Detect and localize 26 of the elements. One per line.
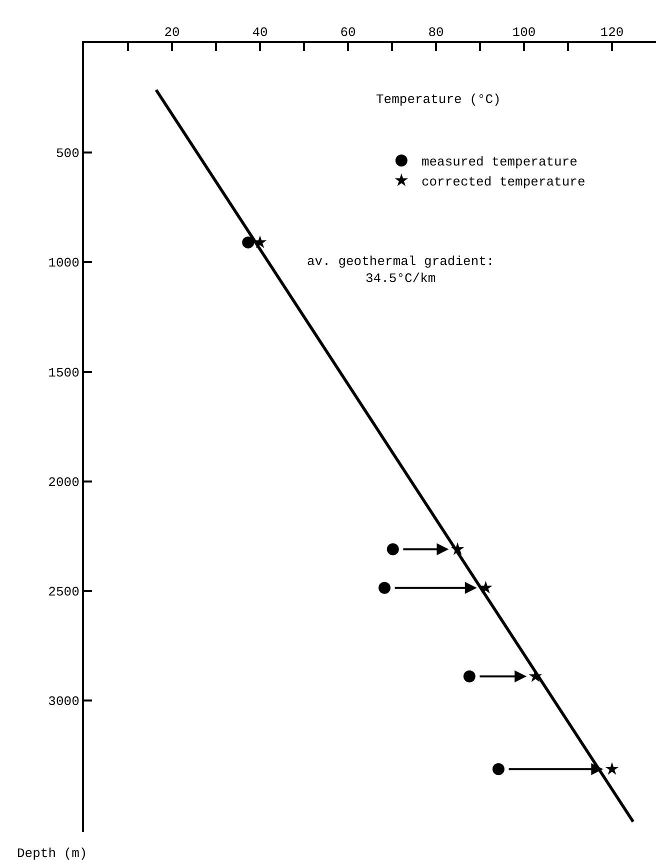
x-tick-label: 100 bbox=[512, 24, 536, 40]
point bbox=[528, 669, 542, 682]
point bbox=[386, 543, 399, 556]
x-tick-label: 20 bbox=[164, 24, 180, 40]
point bbox=[479, 580, 492, 594]
y-tick-label: 2500 bbox=[48, 584, 80, 600]
y-tick-label: 1500 bbox=[48, 365, 80, 380]
legend-label: corrected temperature bbox=[421, 174, 586, 190]
point bbox=[242, 236, 254, 248]
x-tick-label: 80 bbox=[428, 24, 444, 40]
y-tick-label: 2000 bbox=[48, 474, 80, 490]
point bbox=[378, 582, 391, 594]
legend-label: measured temperature bbox=[421, 154, 578, 170]
x-axis-title: Temperature (°C) bbox=[376, 92, 501, 107]
y-axis-title: Depth (m) bbox=[17, 846, 88, 861]
x-tick-label: 40 bbox=[252, 24, 268, 40]
y-tick-label: 3000 bbox=[48, 694, 80, 710]
y-tick-label: 1000 bbox=[48, 256, 80, 271]
annotation: av. geothermal gradient: 34.5°C/km bbox=[307, 254, 494, 286]
y-tick-label: 500 bbox=[56, 146, 80, 162]
point bbox=[492, 763, 504, 776]
x-tick-label: 120 bbox=[600, 24, 624, 40]
point bbox=[463, 670, 476, 682]
x-tick-label: 60 bbox=[340, 24, 356, 40]
point bbox=[450, 542, 464, 555]
point bbox=[605, 762, 619, 775]
